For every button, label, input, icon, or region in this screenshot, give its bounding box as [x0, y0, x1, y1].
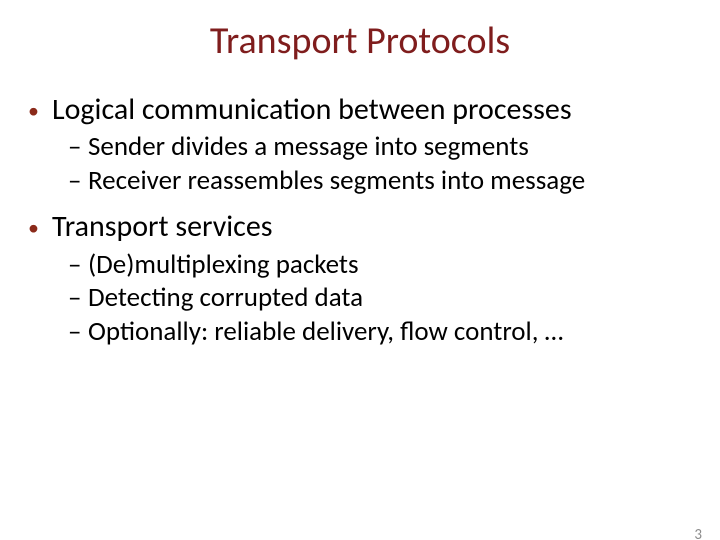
- slide: Transport Protocols • Logical communicat…: [0, 18, 720, 540]
- sub-bullet-text: Sender divides a message into segments: [88, 131, 700, 163]
- bullet-dot-icon: •: [28, 92, 52, 124]
- sub-bullet-item: – Receiver reassembles segments into mes…: [68, 165, 700, 197]
- sub-bullet-item: – Optionally: reliable delivery, flow co…: [68, 316, 700, 348]
- slide-title: Transport Protocols: [0, 18, 720, 64]
- sub-bullet-text: Detecting corrupted data: [88, 282, 700, 314]
- page-number: 3: [694, 526, 702, 540]
- dash-icon: –: [68, 316, 88, 348]
- sub-bullet-text: (De)multiplexing packets: [88, 249, 700, 281]
- bullet-text: Transport services: [52, 209, 700, 244]
- dash-icon: –: [68, 249, 88, 281]
- dash-icon: –: [68, 282, 88, 314]
- sub-bullet-item: – Detecting corrupted data: [68, 282, 700, 314]
- sub-bullet-item: – Sender divides a message into segments: [68, 131, 700, 163]
- bullet-item: • Transport services: [28, 209, 700, 244]
- slide-body: • Logical communication between processe…: [0, 92, 720, 348]
- bullet-dot-icon: •: [28, 209, 52, 241]
- dash-icon: –: [68, 131, 88, 163]
- bullet-text: Logical communication between processes: [52, 92, 700, 127]
- sub-bullet-text: Optionally: reliable delivery, flow cont…: [88, 316, 700, 348]
- dash-icon: –: [68, 165, 88, 197]
- sub-bullet-text: Receiver reassembles segments into messa…: [88, 165, 700, 197]
- sub-bullet-item: – (De)multiplexing packets: [68, 249, 700, 281]
- bullet-item: • Logical communication between processe…: [28, 92, 700, 127]
